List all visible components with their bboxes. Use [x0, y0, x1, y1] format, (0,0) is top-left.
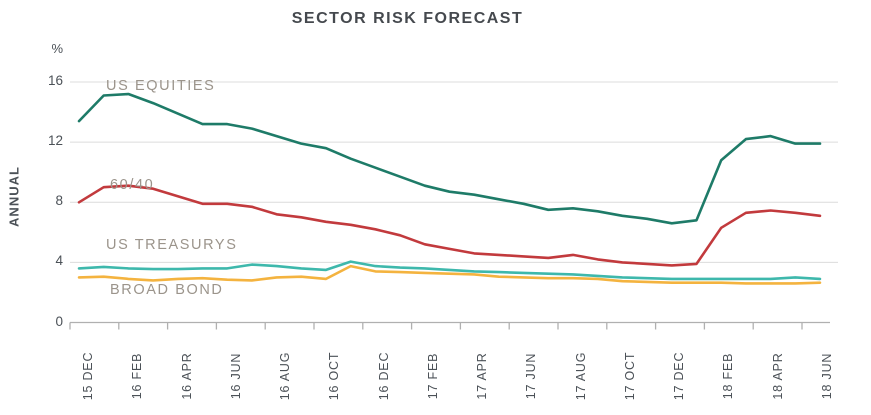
x-axis-tick-label: 16 FEB	[130, 352, 145, 400]
series-label-60-40: 60/40	[110, 177, 155, 193]
y-axis-title: ANNUAL	[6, 166, 22, 227]
series-label-broad-bond: BROAD BOND	[110, 282, 224, 298]
x-axis-tick-label: 18 FEB	[721, 352, 736, 400]
series-line-2	[77, 260, 822, 281]
series-line-3	[77, 264, 822, 285]
x-axis-tick-label: 16 DEC	[376, 351, 391, 401]
x-axis-tick-label: 17 JUN	[524, 352, 539, 400]
y-axis-tick-label: 16	[47, 73, 63, 89]
y-axis-tick-label: 0	[55, 313, 63, 329]
x-axis-tick-label: 16 OCT	[327, 351, 342, 401]
x-axis-tick-label: 16 APR	[179, 352, 194, 400]
y-axis-tick-label: 4	[55, 253, 63, 269]
series-line-1	[77, 184, 822, 267]
x-axis-tick-label: 17 OCT	[622, 351, 637, 401]
x-axis-tick-label: 17 APR	[475, 352, 489, 400]
series-label-us-treasurys: US TREASURYS	[106, 237, 238, 253]
x-axis-tick-label: 16 JUN	[228, 352, 243, 400]
y-axis-tick-label: 8	[55, 193, 63, 209]
x-axis-tick-label: 17 AUG	[573, 351, 588, 401]
chart-title: SECTOR RISK FORECAST	[291, 10, 524, 27]
x-axis-tick-label: 18 APR	[770, 352, 785, 400]
series-label-us-equities: US EQUITIES	[106, 78, 216, 94]
y-axis-tick-label: 12	[47, 133, 63, 149]
x-axis-tick-label: 18 JUN	[819, 352, 834, 400]
x-axis-tick-label: 15 DEC	[81, 351, 95, 401]
y-axis-unit-label: %	[51, 41, 63, 56]
x-axis-tick-label: 17 DEC	[672, 351, 686, 401]
x-axis-tick-label: 17 FEB	[425, 352, 440, 400]
series-line-0	[77, 92, 822, 225]
x-axis-tick-label: 16 AUG	[278, 351, 292, 401]
